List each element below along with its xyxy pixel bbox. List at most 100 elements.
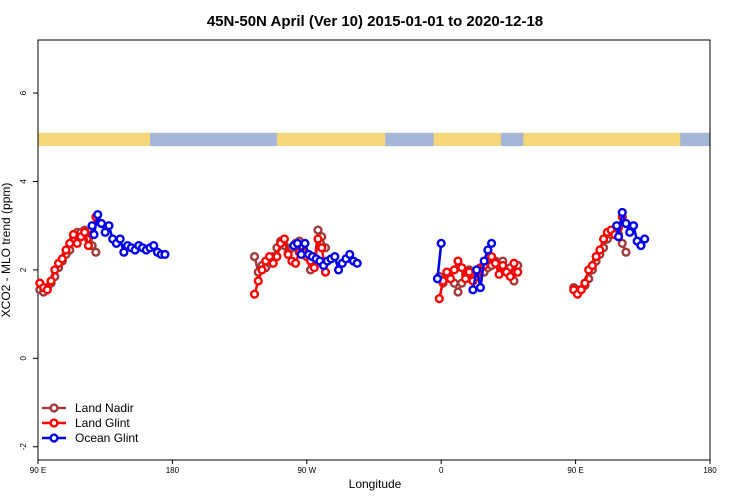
series-2-point-4 <box>100 227 110 237</box>
series-1-point-21 <box>268 258 278 268</box>
y-tick-label-3: 4 <box>19 179 28 184</box>
series-1-point-16 <box>249 289 260 299</box>
series-2-point-17 <box>149 240 159 251</box>
series-1-point-7 <box>61 245 71 255</box>
series-2-point-23 <box>296 249 306 260</box>
series-1-point-6 <box>57 254 67 264</box>
series-1-point-12 <box>80 227 90 237</box>
series-2-point-24 <box>300 238 310 248</box>
series-0-point-72 <box>621 247 631 257</box>
series-2-point-55 <box>640 234 650 244</box>
series-2-point-50 <box>621 218 631 229</box>
x-axis: 90 E 180 90 W 0 90 E 180 <box>30 460 717 475</box>
series-2-point-5 <box>104 221 114 231</box>
series-1-point-51 <box>490 258 500 268</box>
series-1-point-32 <box>309 263 319 273</box>
series-1-point-43 <box>460 274 471 284</box>
series-1-point-57 <box>513 267 523 277</box>
series-1-point-17 <box>253 276 263 286</box>
legend-label-1: Land Glint <box>75 416 130 430</box>
series-0-point-15 <box>91 247 101 257</box>
series-1-point-9 <box>68 229 79 240</box>
series-1-point-2 <box>42 285 52 295</box>
series-2-point-54 <box>636 240 646 251</box>
series-1-point-42 <box>457 263 467 273</box>
series-2-point-39 <box>432 274 443 284</box>
series-1-point-53 <box>498 260 508 271</box>
series-1-point-64 <box>591 252 601 262</box>
series-2-point-2 <box>93 210 103 220</box>
strip-ocean-1 <box>385 132 434 147</box>
x-tick-label-5: 180 <box>703 466 717 475</box>
series-0-point-33 <box>313 225 323 235</box>
strip-land <box>38 132 710 147</box>
series-0-point-41 <box>453 287 463 297</box>
y-tick-label-2: 2 <box>19 267 28 272</box>
series-1-point-66 <box>598 234 609 244</box>
land-ocean-strip <box>38 132 710 147</box>
y-axis: -2 0 2 4 6 <box>19 90 38 450</box>
series-2-point-43 <box>475 282 486 293</box>
series-2-point-48 <box>613 232 624 242</box>
legend-label-0: Land Nadir <box>75 401 134 415</box>
series-2-point-40 <box>436 238 446 248</box>
y-tick-label-0: -2 <box>19 443 28 451</box>
series-0-point-16 <box>249 252 260 262</box>
series-1-point-10 <box>72 238 82 248</box>
series-1-point-34 <box>317 243 327 253</box>
x-tick-label-3: 0 <box>439 466 444 475</box>
legend-marker-1 <box>49 418 59 428</box>
series-2-line-2 <box>436 243 443 279</box>
series-1-point-24 <box>279 234 290 244</box>
series-layer <box>35 207 650 304</box>
series-2-point-22 <box>292 238 303 248</box>
series-1-point-52 <box>494 269 504 279</box>
series-1-point-18 <box>257 265 267 275</box>
x-tick-label-0: 90 E <box>30 466 46 475</box>
strip-ocean-3 <box>680 132 710 147</box>
x-tick-label-2: 90 W <box>297 466 316 475</box>
series-1-point-33 <box>313 234 323 244</box>
series-1-point-56 <box>509 258 519 268</box>
series-1-point-50 <box>487 252 497 262</box>
series-1-point-60 <box>576 285 586 295</box>
series-2-point-38 <box>352 258 362 268</box>
series-1-point-55 <box>505 271 515 282</box>
series-1-point-36 <box>434 294 444 304</box>
series-2-point-36 <box>345 249 355 260</box>
series-2-point-9 <box>119 247 129 257</box>
series-1-point-44 <box>464 267 474 277</box>
series-2-point-8 <box>115 234 125 244</box>
series-1-point-25 <box>283 249 293 260</box>
legend-label-2: Ocean Glint <box>75 431 139 445</box>
y-axis-label: XCO2 - MLO trend (ppm) <box>0 183 13 318</box>
series-1-point-63 <box>587 260 598 271</box>
series-1-point-4 <box>50 265 60 275</box>
series-1-point-13 <box>83 240 94 251</box>
series-2-point-44 <box>479 256 489 266</box>
series-2-point-20 <box>160 249 170 260</box>
series-2-point-41 <box>468 285 478 295</box>
plot-frame <box>37 39 711 461</box>
series-2-point-33 <box>333 265 344 275</box>
chart-title: 45N-50N April (Ver 10) 2015-01-01 to 202… <box>207 13 543 30</box>
series-2-point-3 <box>96 218 107 229</box>
series-1-point-40 <box>449 265 459 275</box>
series-2-point-42 <box>472 265 482 275</box>
legend-marker-0 <box>49 403 59 413</box>
series-1-point-8 <box>65 238 75 248</box>
series-0-point-71 <box>617 238 627 248</box>
series-1-point-41 <box>453 256 463 266</box>
series-2-point-49 <box>617 207 627 218</box>
series-1-point-39 <box>445 274 456 284</box>
series-1-point-3 <box>46 276 56 286</box>
series-2-point-47 <box>612 221 622 231</box>
legend-marker-2 <box>49 433 59 443</box>
y-tick-label-1: 0 <box>19 356 28 361</box>
strip-ocean-0 <box>150 132 277 147</box>
series-2-point-0 <box>87 221 97 231</box>
series-2 <box>87 207 650 295</box>
x-axis-label: Longitude <box>349 477 402 491</box>
